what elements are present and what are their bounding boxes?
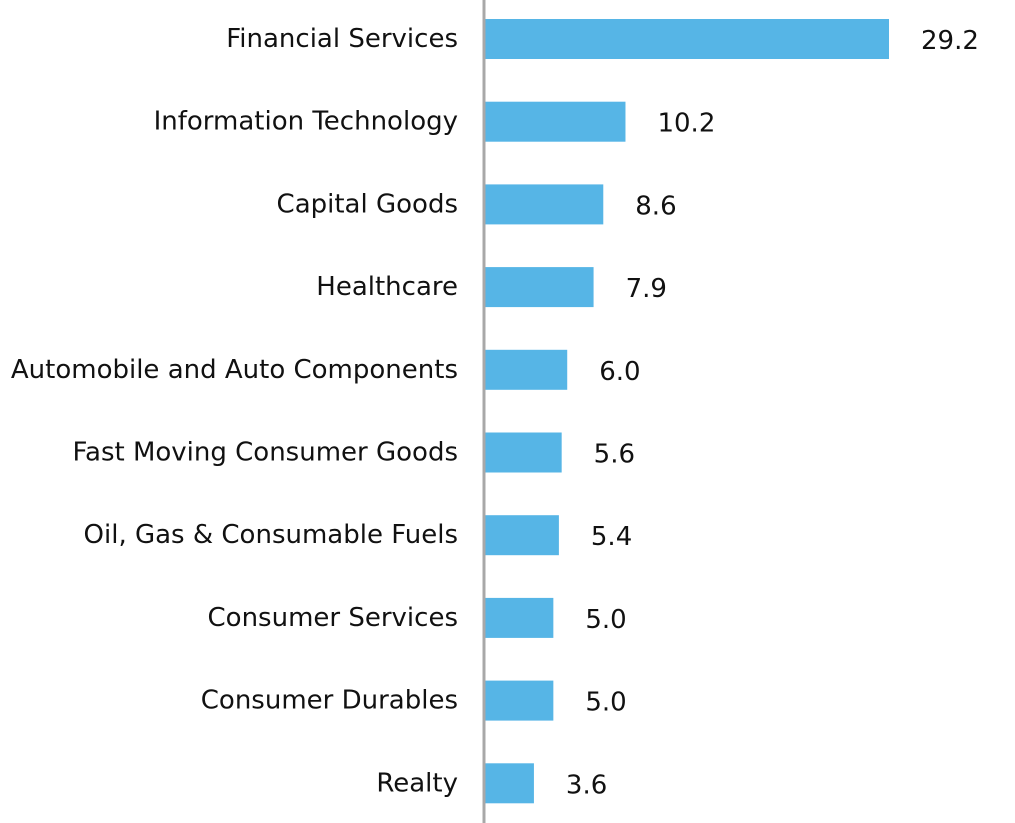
category-label: Financial Services (226, 24, 458, 54)
bar (484, 597, 554, 638)
bar (484, 349, 568, 390)
value-labels-group: 29.2 10.2 8.6 7.9 6.0 5.6 5.4 5.0 5.0 3.6 (566, 26, 979, 800)
category-label: Oil, Gas & Consumable Fuels (84, 520, 458, 550)
category-label: Consumer Durables (201, 686, 458, 716)
category-label: Consumer Services (208, 603, 458, 633)
bar (484, 763, 534, 804)
category-label: Capital Goods (277, 189, 458, 219)
value-label: 29.2 (921, 26, 979, 56)
value-label: 5.0 (585, 688, 626, 718)
value-label: 6.0 (599, 357, 640, 387)
category-label: Automobile and Auto Components (11, 355, 458, 385)
bar (484, 184, 604, 225)
category-label: Healthcare (316, 272, 458, 302)
bar (484, 267, 594, 308)
category-label: Fast Moving Consumer Goods (72, 438, 458, 468)
bars-group (484, 19, 889, 804)
value-label: 8.6 (635, 191, 676, 221)
bar (484, 680, 554, 721)
bar (484, 515, 559, 556)
value-label: 5.6 (594, 440, 635, 470)
category-label: Realty (376, 768, 458, 798)
bar (484, 432, 562, 473)
value-label: 10.2 (657, 109, 715, 139)
bar (484, 19, 889, 59)
value-label: 3.6 (566, 770, 607, 800)
value-label: 7.9 (626, 274, 667, 304)
category-labels-group: Financial Services Information Technology… (11, 24, 458, 798)
bar (484, 101, 626, 142)
value-label: 5.4 (591, 522, 632, 552)
value-label: 5.0 (585, 605, 626, 635)
category-label: Information Technology (154, 107, 458, 137)
